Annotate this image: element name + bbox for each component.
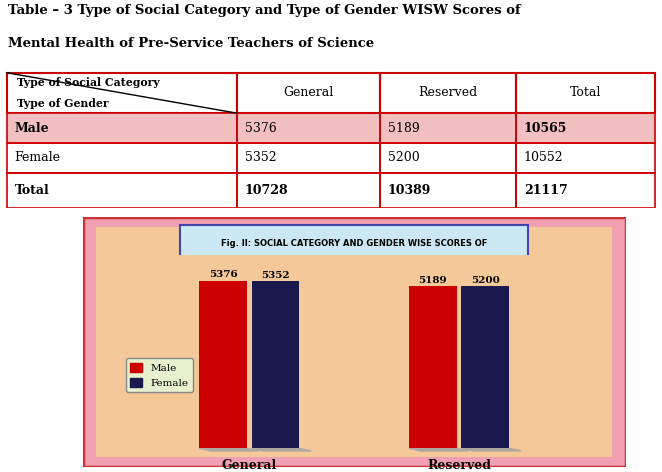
Text: 10552: 10552 — [524, 151, 563, 164]
Text: 5189: 5189 — [388, 121, 419, 135]
Bar — [516, 73, 655, 113]
Text: Total: Total — [570, 86, 601, 100]
Polygon shape — [199, 448, 259, 451]
Bar — [237, 173, 380, 208]
Bar — [516, 113, 655, 143]
Polygon shape — [409, 448, 469, 451]
Text: 10728: 10728 — [245, 184, 289, 197]
Bar — [7, 173, 237, 208]
Bar — [237, 73, 380, 113]
Bar — [380, 173, 516, 208]
Bar — [7, 143, 237, 173]
Text: MENTAL HEALTH OF  PRE-SERVICE TEACHERS OF SCIENCE: MENTAL HEALTH OF PRE-SERVICE TEACHERS OF… — [220, 259, 489, 268]
Text: Table – 3 Type of Social Category and Type of Gender WISW Scores of: Table – 3 Type of Social Category and Ty… — [8, 4, 520, 17]
Bar — [237, 113, 380, 143]
Polygon shape — [252, 448, 311, 451]
Text: 5376: 5376 — [245, 121, 277, 135]
Legend: Male, Female: Male, Female — [126, 358, 193, 392]
Text: 5352: 5352 — [261, 271, 290, 280]
Bar — [380, 113, 516, 143]
Bar — [237, 113, 380, 143]
Bar — [380, 73, 516, 113]
Text: 5376: 5376 — [209, 270, 238, 279]
Bar — [7, 113, 237, 143]
Text: Total: Total — [15, 184, 49, 197]
Bar — [237, 73, 380, 113]
Bar — [252, 281, 299, 448]
Bar — [7, 113, 237, 143]
Text: 10565: 10565 — [524, 121, 567, 135]
Bar — [7, 73, 237, 113]
Bar — [461, 286, 509, 448]
Text: Mental Health of Pre-Service Teachers of Science: Mental Health of Pre-Service Teachers of… — [8, 37, 374, 51]
Text: Type of Social Category: Type of Social Category — [17, 77, 160, 88]
Bar — [237, 143, 380, 173]
Bar — [181, 225, 528, 272]
Text: 5352: 5352 — [245, 151, 277, 164]
Bar — [380, 113, 516, 143]
Polygon shape — [461, 448, 521, 451]
Text: 5200: 5200 — [471, 276, 500, 285]
Bar — [516, 143, 655, 173]
Text: Reserved: Reserved — [418, 86, 477, 100]
Bar — [516, 143, 655, 173]
Bar — [7, 173, 237, 208]
Bar — [199, 281, 247, 448]
Bar — [516, 113, 655, 143]
Bar — [516, 173, 655, 208]
Bar — [516, 73, 655, 113]
Bar — [237, 173, 380, 208]
Bar — [380, 143, 516, 173]
Bar — [409, 287, 457, 448]
Text: Male: Male — [15, 121, 49, 135]
Bar — [516, 173, 655, 208]
Text: Type of Gender: Type of Gender — [17, 98, 108, 109]
Text: General: General — [283, 86, 334, 100]
Text: 10389: 10389 — [388, 184, 431, 197]
Text: Fig. II: SOCIAL CATEGORY AND GENDER WISE SCORES OF: Fig. II: SOCIAL CATEGORY AND GENDER WISE… — [221, 239, 487, 248]
Bar — [380, 143, 516, 173]
Text: 5200: 5200 — [388, 151, 419, 164]
Text: 5189: 5189 — [418, 276, 447, 285]
Text: Female: Female — [15, 151, 60, 164]
Bar — [380, 73, 516, 113]
Bar — [7, 143, 237, 173]
Bar — [380, 173, 516, 208]
Bar — [237, 143, 380, 173]
Text: 21117: 21117 — [524, 184, 567, 197]
